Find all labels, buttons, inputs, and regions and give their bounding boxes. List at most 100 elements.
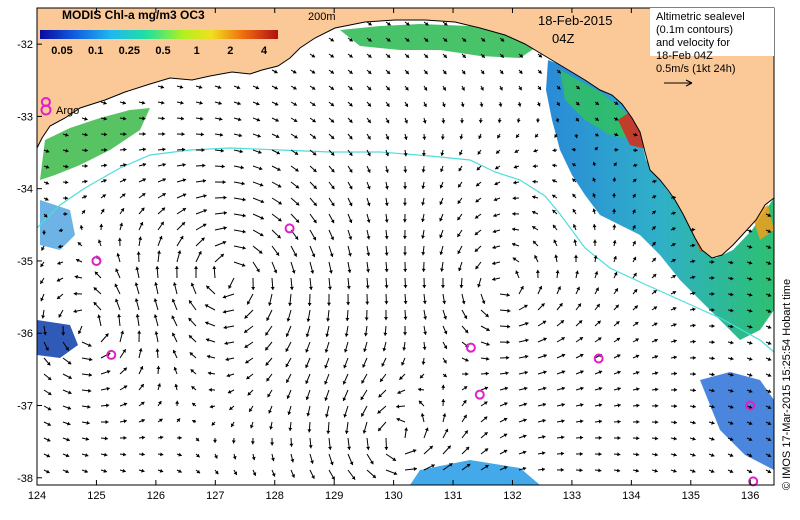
velocity-arrowhead — [366, 269, 371, 273]
velocity-arrowhead — [672, 259, 676, 263]
velocity-arrowhead — [345, 317, 350, 321]
velocity-arrowhead — [632, 256, 637, 261]
velocity-arrowhead — [532, 210, 536, 215]
velocity-arrowhead — [592, 177, 597, 182]
velocity-arrowhead — [206, 285, 210, 290]
velocity-arrowhead — [266, 317, 270, 321]
velocity-arrowhead — [767, 373, 772, 377]
velocity-arrowhead — [748, 373, 753, 377]
velocity-arrowhead — [306, 412, 311, 417]
velocity-arrowhead — [344, 430, 349, 434]
velocity-arrowhead — [633, 272, 637, 277]
velocity-arrowhead — [576, 286, 580, 291]
velocity-arrowhead — [711, 356, 715, 361]
velocity-arrowhead — [574, 134, 579, 139]
velocity-arrowhead — [277, 167, 281, 171]
velocity-arrowhead — [202, 178, 207, 183]
velocity-arrowhead — [554, 133, 558, 138]
velocity-arrowhead — [277, 217, 282, 222]
velocity-arrowhead — [396, 404, 400, 409]
velocity-arrowhead — [632, 240, 636, 245]
velocity-arrowhead — [462, 38, 467, 42]
velocity-arrowhead — [220, 148, 224, 153]
velocity-arrowhead — [139, 366, 144, 370]
velocity-arrowhead — [457, 216, 461, 221]
velocity-arrowhead — [405, 21, 410, 26]
velocity-arrowhead — [330, 168, 335, 173]
velocity-arrowhead — [554, 254, 559, 258]
velocity-arrowhead — [105, 333, 109, 338]
velocity-arrowhead — [635, 468, 639, 473]
velocity-arrowhead — [614, 288, 618, 292]
velocity-arrowhead — [122, 116, 127, 121]
velocity-arrowhead — [419, 374, 424, 379]
velocity-arrowhead — [156, 365, 161, 370]
velocity-arrowhead — [421, 268, 426, 272]
velocity-arrowhead — [220, 253, 224, 258]
velocity-arrowhead — [424, 38, 429, 42]
velocity-arrowhead — [384, 202, 389, 206]
velocity-arrowhead — [673, 339, 677, 344]
velocity-arrowhead — [250, 441, 255, 445]
velocity-arrowhead — [239, 149, 243, 154]
velocity-arrowhead — [748, 308, 753, 313]
velocity-arrowhead — [692, 372, 696, 377]
argo-float-marker — [474, 389, 485, 400]
velocity-arrowhead — [94, 271, 99, 276]
velocity-arrowhead — [615, 304, 619, 309]
velocity-arrowhead — [524, 354, 529, 359]
velocity-arrowhead — [93, 302, 98, 306]
legend-colorbar — [40, 30, 278, 39]
velocity-arrowhead — [692, 323, 696, 328]
lat-tick-label: -35 — [17, 256, 33, 268]
velocity-arrowhead — [311, 253, 316, 258]
velocity-arrowhead — [506, 292, 510, 297]
velocity-arrowhead — [652, 242, 656, 246]
velocity-arrowhead — [348, 219, 353, 223]
velocity-arrowhead — [201, 148, 205, 153]
velocity-arrowhead — [691, 275, 696, 280]
velocity-arrowhead — [123, 435, 127, 440]
velocity-arrowhead — [57, 261, 61, 265]
velocity-arrowhead — [292, 69, 297, 74]
velocity-arrowhead — [615, 321, 620, 325]
velocity-arrowhead — [572, 193, 576, 198]
argo-float-marker — [106, 349, 117, 360]
velocity-arrowhead — [179, 85, 184, 89]
velocity-arrowhead — [176, 418, 181, 422]
velocity-arrowhead — [511, 242, 516, 247]
velocity-arrowhead — [537, 86, 542, 90]
velocity-arrowhead — [423, 103, 427, 108]
velocity-arrowhead — [190, 282, 195, 287]
velocity-arrowhead — [478, 135, 482, 139]
velocity-arrowhead — [506, 340, 510, 345]
map-border — [36, 7, 775, 486]
velocity-arrowhead — [222, 309, 227, 314]
velocity-arrowhead — [45, 165, 50, 169]
velocity-arrowhead — [597, 337, 602, 341]
velocity-arrowhead — [293, 86, 297, 90]
velocity-arrowhead — [228, 285, 232, 289]
velocity-arrowhead — [673, 355, 677, 360]
velocity-arrowhead — [161, 207, 166, 212]
velocity-arrowhead — [506, 355, 510, 360]
velocity-arrowhead — [195, 437, 200, 442]
velocity-arrowhead — [330, 86, 334, 90]
velocity-arrowhead — [162, 178, 166, 182]
velocity-arrowhead — [421, 361, 426, 365]
velocity-arrowhead — [362, 430, 367, 434]
velocity-arrowhead — [66, 437, 70, 442]
velocity-arrowhead — [711, 372, 715, 377]
legend-tick-label: 1 — [194, 45, 200, 57]
velocity-arrowhead — [443, 345, 448, 349]
velocity-arrowhead — [368, 38, 372, 42]
velocity-arrowhead — [74, 275, 79, 279]
velocity-arrowhead — [459, 151, 463, 156]
velocity-arrowhead — [259, 232, 264, 237]
velocity-arrowhead — [368, 21, 372, 26]
velocity-arrowhead — [767, 261, 772, 265]
velocity-arrowhead — [576, 85, 580, 90]
velocity-arrowhead — [312, 168, 317, 172]
velocity-arrowhead — [174, 266, 179, 270]
velocity-arrowhead — [401, 361, 405, 366]
